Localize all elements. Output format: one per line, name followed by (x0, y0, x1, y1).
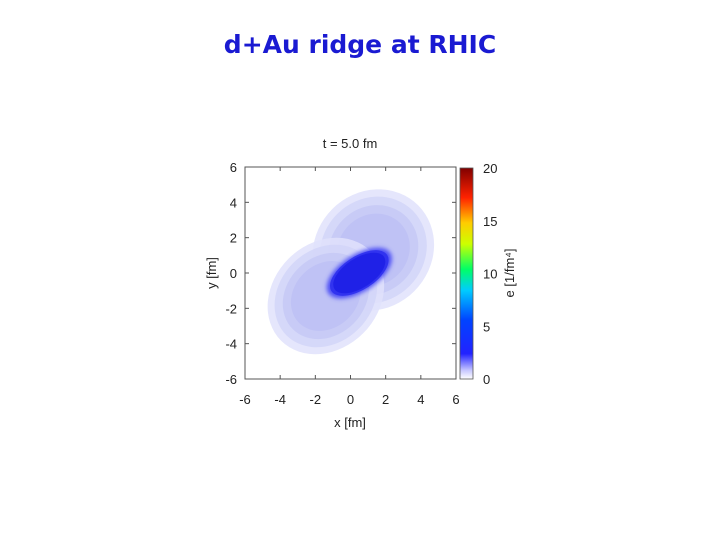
colorbar-tick-label: 5 (483, 319, 490, 334)
x-tick-label: 0 (347, 392, 354, 407)
y-tick-label: 0 (230, 266, 237, 281)
x-axis-label: x [fm] (334, 415, 366, 430)
colorbar (459, 167, 474, 380)
y-tick-label: -6 (225, 372, 237, 387)
x-tick-label: 6 (452, 392, 459, 407)
colorbar-tick-label: 10 (483, 267, 497, 282)
y-tick-label: -4 (225, 337, 237, 352)
density-contour (333, 252, 386, 294)
colorbar-ticks: 0 5 10 15 20 (483, 161, 497, 387)
x-axis: -6 -4 -2 0 2 4 6 (239, 167, 460, 407)
y-axis-label: y [fm] (204, 257, 219, 289)
y-axis: -6 -4 -2 0 2 4 6 (225, 160, 456, 387)
x-tick-label: -6 (239, 392, 251, 407)
colorbar-tick-label: 0 (483, 372, 490, 387)
slide-title: d+Au ridge at RHIC (223, 30, 497, 59)
density-blob-core-ridge (326, 247, 392, 299)
x-tick-label: 4 (417, 392, 424, 407)
density-field (267, 189, 435, 355)
x-tick-label: 2 (382, 392, 389, 407)
y-tick-label: 4 (230, 195, 237, 210)
colorbar-tick-label: 20 (483, 161, 497, 176)
y-tick-label: -2 (225, 301, 237, 316)
chart-title: t = 5.0 fm (323, 136, 378, 151)
x-tick-label: -4 (274, 392, 286, 407)
y-tick-label: 6 (230, 160, 237, 175)
colorbar-label: e [1/fm⁴] (502, 249, 517, 298)
colorbar-tick-label: 15 (483, 214, 497, 229)
x-tick-label: -2 (310, 392, 322, 407)
y-tick-label: 2 (230, 231, 237, 246)
